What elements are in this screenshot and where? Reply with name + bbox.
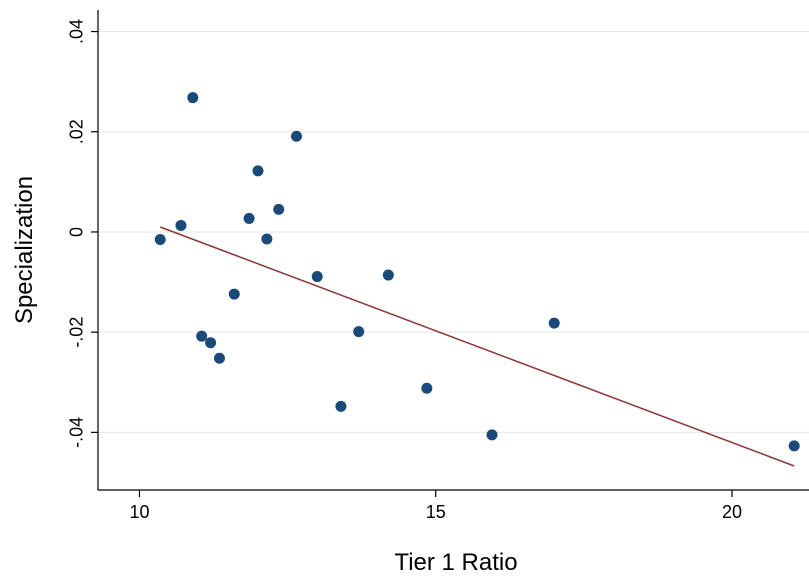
- data-point-16: [421, 382, 433, 394]
- y-tick-label-2: 0: [66, 227, 86, 237]
- data-points: [154, 92, 800, 452]
- gridlines: [98, 31, 809, 433]
- data-point-11: [290, 130, 302, 142]
- y-tick-label-3: .02: [66, 119, 86, 144]
- y-tick-label-0: -.04: [66, 417, 86, 448]
- data-point-17: [486, 429, 498, 441]
- data-point-10: [273, 203, 285, 215]
- data-point-5: [213, 352, 225, 364]
- fit-line: [159, 226, 795, 467]
- data-point-9: [261, 233, 273, 245]
- x-tick-label-1: 15: [426, 502, 446, 522]
- y-tick-label-4: .04: [66, 19, 86, 44]
- data-point-18: [548, 317, 560, 329]
- data-point-7: [243, 212, 255, 224]
- data-point-14: [353, 326, 365, 338]
- data-point-2: [187, 92, 199, 104]
- data-point-19: [788, 440, 800, 452]
- data-point-8: [252, 165, 264, 177]
- data-point-4: [205, 337, 217, 349]
- axes: -.04 -.02 0 .02 .04 10 15 20: [66, 10, 809, 522]
- data-point-13: [335, 400, 347, 412]
- x-tick-label-0: 10: [129, 502, 149, 522]
- data-point-1: [175, 219, 187, 231]
- data-point-6: [228, 288, 240, 300]
- data-point-15: [382, 269, 394, 281]
- data-point-3: [196, 330, 208, 342]
- y-axis-title: Specialization: [11, 176, 38, 324]
- y-tick-label-1: -.02: [66, 317, 86, 348]
- x-axis-title: Tier 1 Ratio: [394, 549, 517, 576]
- data-point-0: [154, 233, 166, 245]
- data-point-12: [311, 271, 323, 283]
- x-tick-label-2: 20: [722, 502, 742, 522]
- fit-line-layer: [159, 226, 795, 467]
